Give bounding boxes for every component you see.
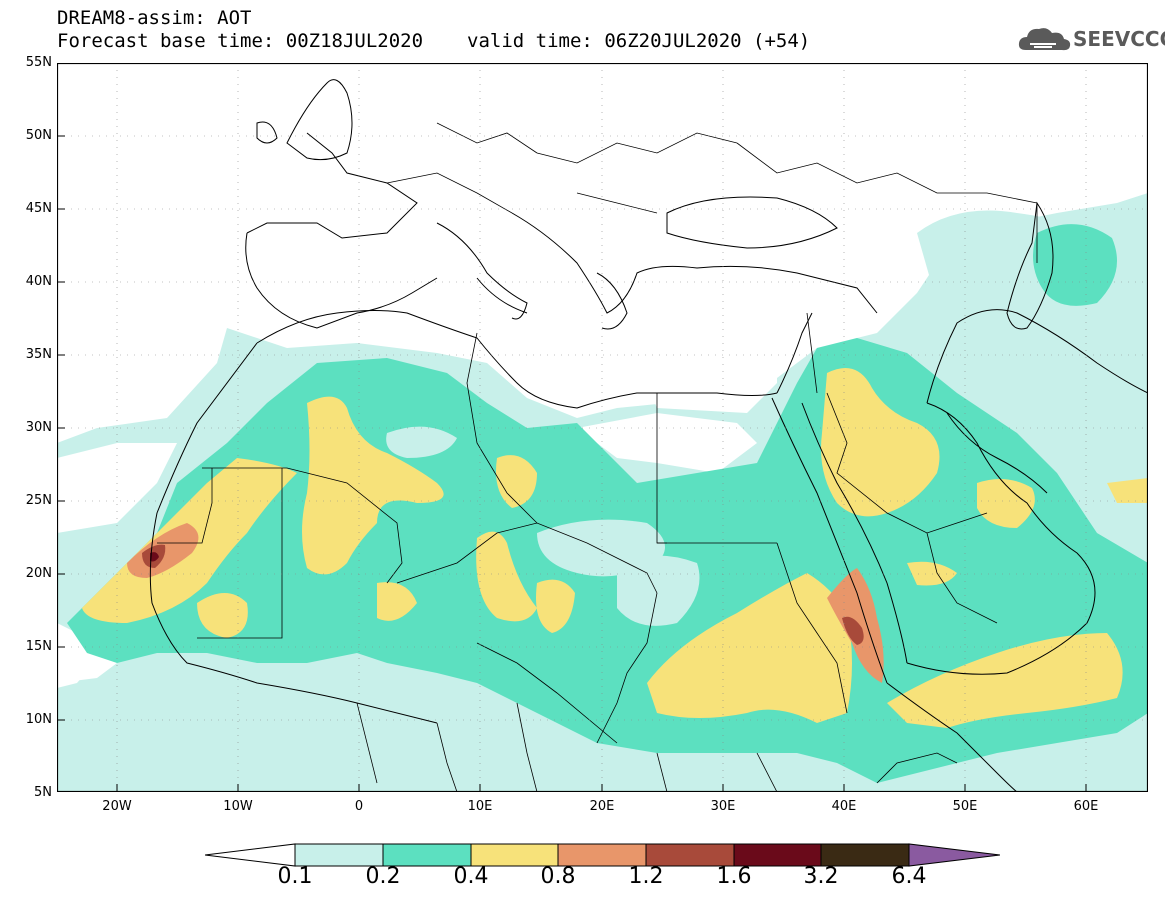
- colorbar-cell-3: [557, 843, 647, 867]
- coastlines: [149, 79, 1148, 792]
- aot-contour-0.4-sahel: [907, 561, 957, 586]
- lat-label-50n: 50N: [25, 128, 52, 143]
- colorbar-cell-2: [470, 843, 559, 867]
- colorbar-label-0.8: 0.8: [540, 864, 576, 889]
- lon-label-0: 0: [354, 799, 364, 814]
- lon-label-20e: 20E: [589, 799, 615, 814]
- colorbar-label-6.4: 6.4: [891, 864, 927, 889]
- colorbar-label-1.6: 1.6: [716, 864, 752, 889]
- aot-contour-0.4-yemen: [887, 633, 1123, 728]
- colorbar-label-0.4: 0.4: [453, 864, 489, 889]
- colorbar-label-0.2: 0.2: [365, 864, 401, 889]
- aot-clear-egypt: [647, 363, 777, 413]
- lon-label-40e: 40E: [831, 799, 857, 814]
- valid-time: valid time: 06Z20JUL2020 (+54): [467, 30, 811, 52]
- colorbar-cell-0: [294, 843, 384, 867]
- map-title: DREAM8-assim: AOT: [57, 7, 252, 29]
- aot-clear-west-africa: [57, 623, 107, 688]
- lon-label-60e: 60E: [1073, 799, 1099, 814]
- map-border: [57, 63, 1148, 792]
- seevccc-logo: SEEVCCC: [1016, 24, 1165, 56]
- aot-contour-0.4-gulf: [977, 479, 1035, 528]
- aot-hole-1: [386, 426, 457, 458]
- aot-clear-libya: [577, 413, 757, 473]
- lat-label-45n: 45N: [25, 201, 52, 216]
- axis-ticks: [57, 135, 1087, 792]
- lon-label-20w: 20W: [102, 799, 132, 814]
- aot-contour-0.2-caspian: [1033, 224, 1117, 306]
- aot-contour-0.4-libya: [496, 455, 537, 508]
- country-borders: [157, 122, 1038, 792]
- colorbar-cell-6: [820, 843, 910, 867]
- aot-contour-0.4-chad-east: [536, 579, 575, 633]
- aot-contour-0.4-niger: [377, 582, 417, 621]
- forecast-base-time: Forecast base time: 00Z18JUL2020: [57, 30, 424, 52]
- colorbar-label-1.2: 1.2: [628, 864, 664, 889]
- aot-contour-0.4-sudan: [647, 573, 852, 723]
- lat-label-20n: 20N: [25, 566, 52, 581]
- colorbar-cell-1: [382, 843, 472, 867]
- logo-text: SEEVCCC: [1073, 27, 1165, 51]
- aot-contour-0.4-mali: [302, 396, 444, 575]
- aot-contour-0.4-mauritania: [197, 593, 248, 638]
- colorbar-label-3.2: 3.2: [803, 864, 839, 889]
- colorbar-cell-5: [733, 843, 822, 867]
- lat-label-40n: 40N: [25, 274, 52, 289]
- aot-contour-0.4-arabia: [821, 368, 940, 517]
- lon-label-10w: 10W: [223, 799, 253, 814]
- lat-label-35n: 35N: [25, 347, 52, 362]
- aot-clear-atlantic: [57, 443, 177, 533]
- graticule: [57, 63, 1148, 792]
- lat-label-15n: 15N: [25, 639, 52, 654]
- colorbar-arrow-low: [205, 843, 296, 867]
- aot-map: [57, 63, 1148, 792]
- lon-label-10e: 10E: [467, 799, 493, 814]
- aot-contour-0.4-oman: [1107, 478, 1148, 503]
- lat-label-30n: 30N: [25, 420, 52, 435]
- lon-label-30e: 30E: [710, 799, 736, 814]
- lat-label-25n: 25N: [25, 493, 52, 508]
- aot-contour-1.6-west: [150, 552, 159, 562]
- colorbar-cell-4: [645, 843, 735, 867]
- lon-label-50e: 50E: [952, 799, 978, 814]
- colorbar-label-0.1: 0.1: [277, 864, 313, 889]
- lat-label-5n: 5N: [34, 785, 52, 800]
- colorbar-arrow-high: [908, 843, 1000, 867]
- lat-label-10n: 10N: [25, 712, 52, 727]
- lat-label-55n: 55N: [25, 55, 52, 70]
- cloud-icon: [1018, 28, 1071, 51]
- colorbar: [205, 843, 1000, 867]
- aot-contour-0.4-chad: [476, 531, 537, 622]
- aot-contour-1.2-redsea: [842, 616, 864, 645]
- aot-hole-3: [617, 555, 700, 626]
- time-info: Forecast base time: 00Z18JUL2020 valid ti…: [57, 30, 810, 52]
